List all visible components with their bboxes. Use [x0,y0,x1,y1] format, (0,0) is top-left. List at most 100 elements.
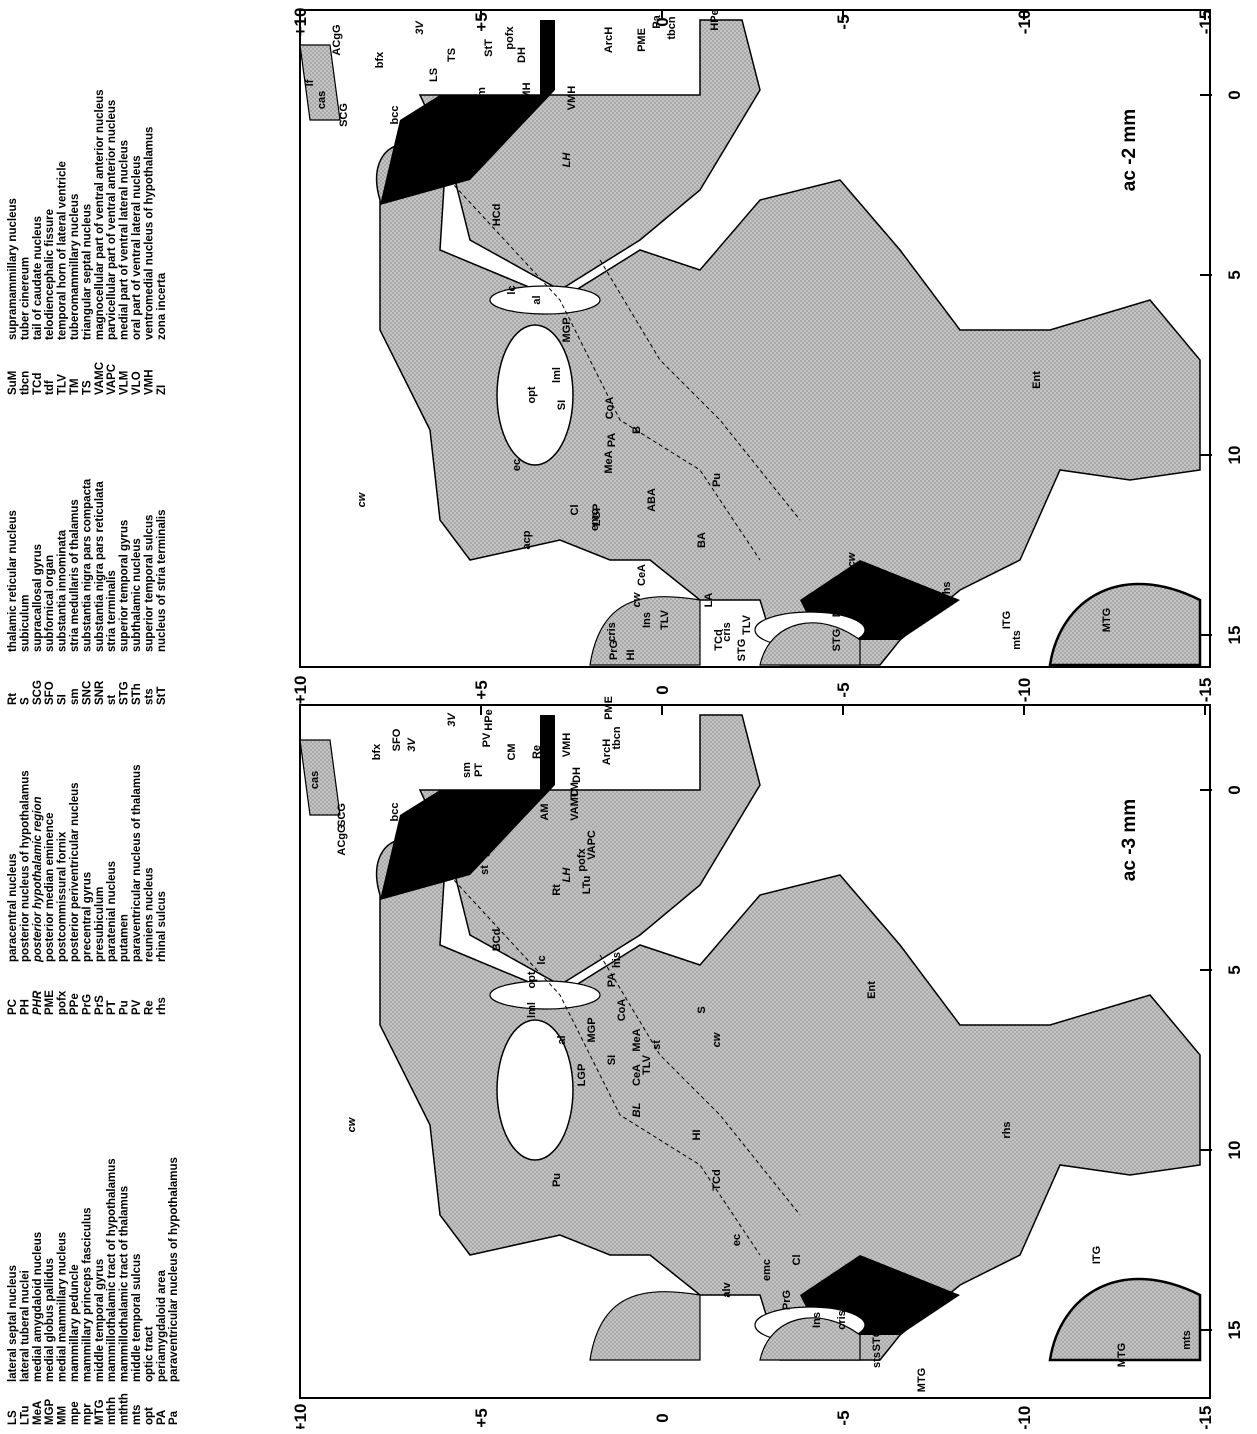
legend-abbr: sts [143,688,155,705]
region-label: Ent [1031,371,1043,389]
region-label: rhs [1001,1121,1013,1138]
region-label: emc [761,1259,773,1281]
legend-abbr: S [19,697,31,705]
region-label: DMH [521,82,533,107]
region-label: bfx [371,743,383,760]
region-label: cw [631,591,643,607]
region-label: lf [304,79,316,86]
legend-name: telodiencephalic fissure [44,209,56,340]
legend-abbr: VAMC [94,362,106,395]
region-label: DH [516,47,528,63]
region-label: cw [711,1031,723,1047]
legend-name: supramammillary nucleus [7,198,19,340]
region-label: TLV [659,609,671,630]
region-label: PA [606,973,618,988]
legend-name: periamygdaloid area [156,1270,168,1382]
y-tick-label: +10 [291,676,310,705]
legend-abbr: Re [143,1000,155,1015]
legend-name: temporal horn of lateral ventricle [57,161,69,340]
region-label: st [481,130,493,140]
legend-name: rhinal sulcus [156,891,168,962]
legend-name: thalamic reticular nucleus [7,510,19,652]
x-tick-label: 0 [1225,785,1244,794]
legend-abbr: mts [131,1405,143,1425]
legend-name: paratenial nucleus [106,861,118,962]
legend-name: zona incerta [156,272,168,340]
region-label: ec [731,1234,743,1246]
region-label: MTG [831,593,843,617]
region-label: emc [589,509,601,531]
region-label: sts [871,1352,883,1368]
legend-abbr: SNC [81,681,93,705]
y-tick-label: +10 [291,1404,310,1429]
region-label: Pa [651,14,663,28]
region-label: PA [606,433,618,448]
region-label: StT [469,141,481,159]
region-label: st [651,1040,663,1050]
region-label: BCd [491,929,503,952]
region-label: cas [309,771,321,789]
legend-name: tuberomammillary nucleus [69,194,81,340]
region-label: BL [631,1102,643,1117]
legend-name: superior temporal sulcus [143,515,155,652]
legend-abbr: SFO [44,681,56,705]
region-label: VMH [561,733,573,758]
region-label: cw [356,491,368,507]
region-label: S [696,1006,708,1013]
region-label: HCd [491,204,503,227]
region-label: cw [346,1116,358,1132]
legend-abbr: mpe [69,1401,81,1425]
region-label: StT [481,839,493,857]
region-label: al [556,1035,568,1044]
region-label: 3V [406,737,418,752]
region-label: AM [539,803,551,820]
legend-abbr: PC [7,999,19,1015]
region-label: STG [831,629,843,652]
region-label: ltp [539,768,551,782]
legend-name: postcommissural fornix [57,831,69,962]
region-label: lc [536,955,548,964]
region-label: Ent [866,981,878,999]
legend-name: mammillothalamic tract of hypothalamus [106,1158,118,1382]
legend-abbr: TCd [32,373,44,395]
region-label: SFO [391,728,403,751]
legend-abbr: LS [7,1410,19,1425]
legend-name: magnocellular part of ventral anterior n… [94,89,106,340]
x-tick-label: 5 [1225,270,1244,279]
region-label: MeA [603,450,615,473]
legend-abbr: ZI [156,385,168,395]
legend-abbr: mthh [106,1397,118,1425]
region-label: pofx [504,26,516,50]
region-label: CM [506,743,518,760]
legend-name: tuber cinereum [19,257,31,340]
region-label: TS [446,48,458,62]
x-tick-label: 10 [1225,446,1244,465]
x-tick-label: 15 [1225,626,1244,645]
region-label: SI [606,1055,618,1065]
legend-name: paracentral nucleus [7,853,19,962]
region-label: HPe [483,709,495,730]
legend-name: triangular septal nucleus [81,204,93,340]
region-label: Rt [551,884,563,896]
y-tick-label: -10 [1015,1406,1034,1429]
region-label: mts [1181,1330,1193,1350]
legend-abbr: PrS [94,995,106,1015]
region-label: cris [721,622,733,642]
region-label: Pu [551,1173,563,1187]
y-tick-label: -10 [1015,678,1034,703]
region-label: MTG [1116,1343,1128,1367]
region-label: cris [606,622,618,642]
region-label: STG [871,1329,883,1352]
region-label: lvf [491,101,503,114]
legend-abbr: PrG [81,994,93,1015]
region-label: Ins [641,612,653,628]
region-label: Cl [569,505,581,516]
region-label: pofx [576,848,588,872]
legend-abbr: Pa [168,1410,180,1425]
region-label: TM [569,782,581,798]
legend-name: putamen [119,914,131,962]
atlas-page: LSlateral septal nucleusLTulateral tuber… [0,0,1257,1429]
region-label: cris [836,1310,848,1330]
region-label: LGP [576,1064,588,1087]
legend-abbr: tbcn [19,371,31,395]
